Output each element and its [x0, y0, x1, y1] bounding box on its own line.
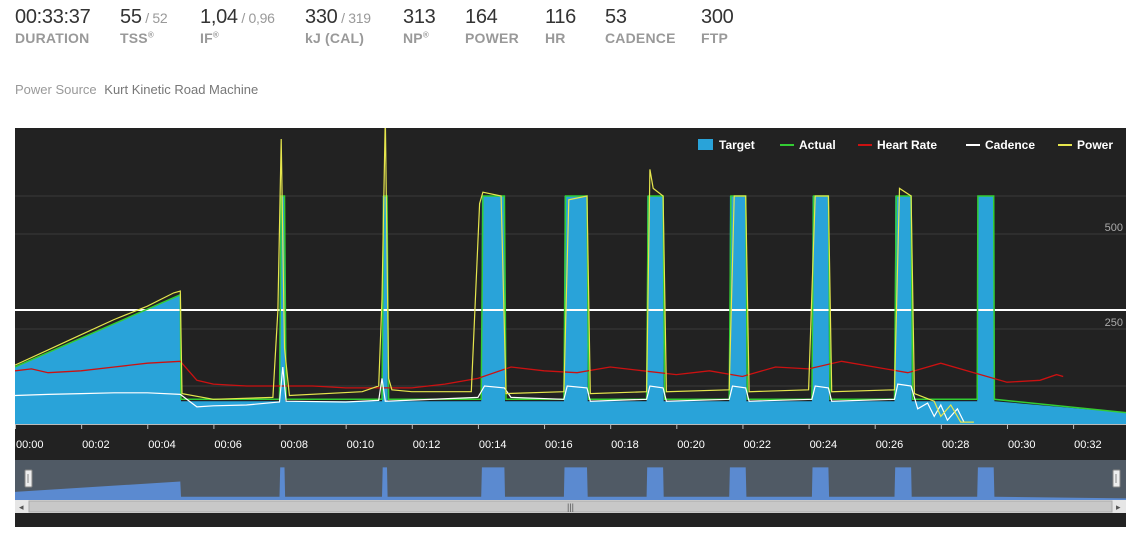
stat-label-text: CADENCE: [605, 30, 676, 46]
stat-duration: 00:33:37 DURATION: [15, 6, 91, 46]
legend-label-heart-rate[interactable]: Heart Rate: [877, 138, 937, 152]
navigator-area: [15, 467, 1126, 500]
stat-value: 116: [545, 6, 576, 29]
stat-label-text: kJ (CAL): [305, 30, 365, 46]
stat-label: POWER: [465, 30, 519, 46]
stat-label: TSS®: [120, 30, 167, 46]
x-tick-label: 00:04: [148, 439, 176, 451]
registered-mark-icon: ®: [422, 30, 429, 40]
stat-label: IF®: [200, 30, 275, 46]
legend-label-target[interactable]: Target: [719, 138, 755, 152]
stat-value: 1,04 / 0,96: [200, 6, 275, 29]
x-tick-label: 00:18: [611, 439, 639, 451]
x-tick-label: 00:00: [16, 439, 44, 451]
stat-label-text: POWER: [465, 30, 519, 46]
x-tick-label: 00:24: [810, 439, 838, 451]
stat-label-text: NP: [403, 30, 423, 46]
power-source: Power Source Kurt Kinetic Road Machine: [15, 82, 258, 97]
registered-mark-icon: ®: [212, 30, 219, 40]
legend-label-actual[interactable]: Actual: [799, 138, 836, 152]
x-tick-label: 00:20: [677, 439, 705, 451]
stat-ftp: 300 FTP: [701, 6, 734, 46]
stat-value-main: 116: [545, 6, 576, 28]
stat-value-main: 55: [120, 6, 142, 28]
stat-label: HR: [545, 30, 576, 46]
stat-np: 313 NP®: [403, 6, 436, 46]
stat-value: 164: [465, 6, 519, 29]
x-tick-label: 00:28: [942, 439, 970, 451]
stat-value: 00:33:37: [15, 6, 91, 29]
x-tick-label: 00:10: [347, 439, 375, 451]
scroll-left-arrow-icon[interactable]: ◂: [19, 502, 24, 512]
y-tick-label: 500: [1105, 222, 1123, 234]
stat-kj-cal: 330 / 319 kJ (CAL): [305, 6, 371, 46]
stat-value: 313: [403, 6, 436, 29]
x-tick-label: 00:22: [743, 439, 771, 451]
scrollbar-grip-icon: |||: [567, 502, 574, 512]
power-source-value: Kurt Kinetic Road Machine: [104, 82, 259, 97]
stat-label-text: FTP: [701, 30, 729, 46]
stat-label: CADENCE: [605, 30, 676, 46]
cadence-line: [14, 366, 965, 423]
stat-label-text: DURATION: [15, 30, 90, 46]
legend-label-cadence[interactable]: Cadence: [985, 138, 1035, 152]
stat-label-text: IF: [200, 30, 213, 46]
stat-value: 55 / 52: [120, 6, 168, 29]
heart-rate-line: [14, 360, 1064, 389]
stat-power: 164 POWER: [465, 6, 519, 46]
registered-mark-icon: ®: [147, 30, 154, 40]
workout-chart: 250 500 00:00 00:02 00:04 00:06 00:08 00:10 00:1…: [14, 116, 1127, 527]
stat-value-main: 300: [701, 6, 734, 28]
stat-cadence: 53 CADENCE: [605, 6, 676, 46]
workout-chart-svg: 250 500 00:00 00:02 00:04 00:06 00:08 00:10 00:1…: [14, 116, 1127, 513]
stat-hr: 116 HR: [545, 6, 576, 46]
stat-label: kJ (CAL): [305, 30, 371, 46]
stat-value: 53: [605, 6, 676, 29]
legend-swatch-target: [698, 139, 713, 150]
stat-label: FTP: [701, 30, 733, 46]
stat-value-main: 313: [403, 6, 436, 28]
stat-value-main: 164: [465, 6, 498, 28]
stat-value-secondary: / 0,96: [237, 10, 275, 26]
power-source-label: Power Source: [15, 82, 97, 97]
stat-value-main: 00:33:37: [15, 6, 91, 28]
stat-value-main: 330: [305, 6, 338, 28]
stat-value-secondary: / 52: [141, 10, 168, 26]
stat-value: 300: [701, 6, 734, 29]
stat-label: NP®: [403, 30, 435, 46]
stat-label-text: HR: [545, 30, 566, 46]
stat-if: 1,04 / 0,96 IF®: [200, 6, 275, 46]
stat-tss: 55 / 52 TSS®: [120, 6, 168, 46]
x-tick-label: 00:32: [1074, 439, 1102, 451]
scroll-right-arrow-icon[interactable]: ▸: [1116, 502, 1121, 512]
x-tick-label: 00:30: [1008, 439, 1036, 451]
x-tick-label: 00:02: [82, 439, 110, 451]
stat-label: DURATION: [15, 30, 90, 46]
scrollbar-thumb[interactable]: [28, 500, 1113, 513]
stat-value-main: 53: [605, 6, 627, 28]
x-tick-label: 00:06: [214, 439, 242, 451]
legend-label-power[interactable]: Power: [1077, 138, 1113, 152]
x-tick-label: 00:12: [413, 439, 441, 451]
x-tick-label: 00:08: [281, 439, 309, 451]
stat-value-secondary: / 319: [337, 10, 371, 26]
power-line: [14, 116, 974, 423]
x-tick-label: 00:26: [876, 439, 904, 451]
stat-label-text: TSS: [120, 30, 148, 46]
x-tick-label: 00:16: [545, 439, 573, 451]
x-tick-label: 00:14: [479, 439, 507, 451]
y-tick-label: 250: [1105, 317, 1123, 329]
stat-value: 330 / 319: [305, 6, 371, 29]
stat-value-main: 1,04: [200, 6, 238, 28]
